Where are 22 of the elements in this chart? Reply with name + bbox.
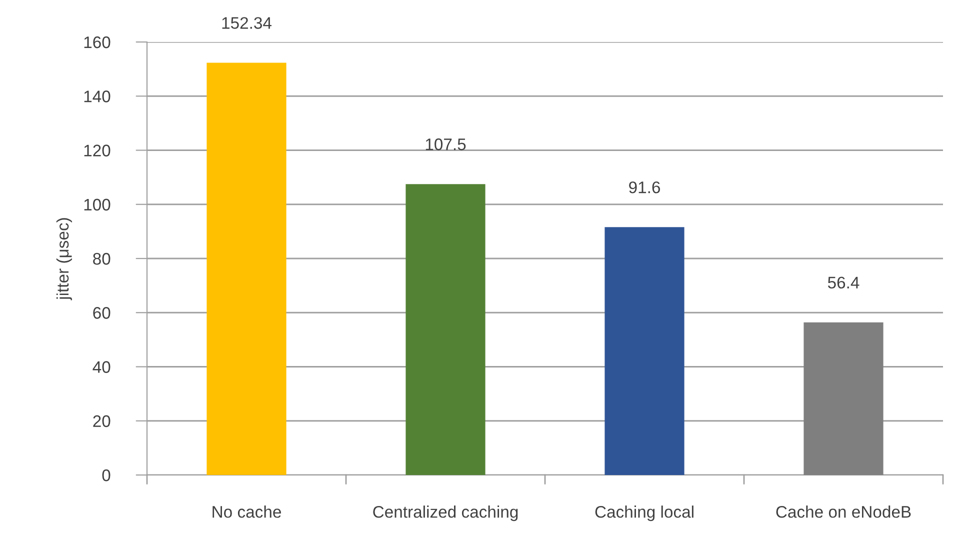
bar [804,322,884,475]
y-tick-label: 20 [93,415,110,428]
data-label: 107.5 [426,138,466,150]
bar [406,184,486,475]
y-tick-label: 140 [84,90,110,102]
bar [206,62,286,475]
y-tick-label: 100 [84,198,110,211]
data-label: 56.4 [828,276,860,289]
y-tick-label: 80 [93,252,110,265]
y-axis-title: jitter (μsec) [56,218,72,300]
y-tick-label: 120 [84,144,110,156]
data-label: 91.6 [629,181,660,194]
x-tick-label: Caching local [595,506,694,522]
y-tick-label: 60 [93,307,110,319]
y-tick-label: 0 [102,469,110,482]
bar [604,227,684,475]
y-tick-label: 160 [84,36,110,48]
x-tick-label: No cache [212,506,281,518]
y-tick-label: 40 [92,361,110,373]
x-tick-label: Cache on eNodeB [776,506,911,518]
x-tick-label: Centralized caching [373,506,518,522]
data-label: 152.34 [222,17,272,29]
